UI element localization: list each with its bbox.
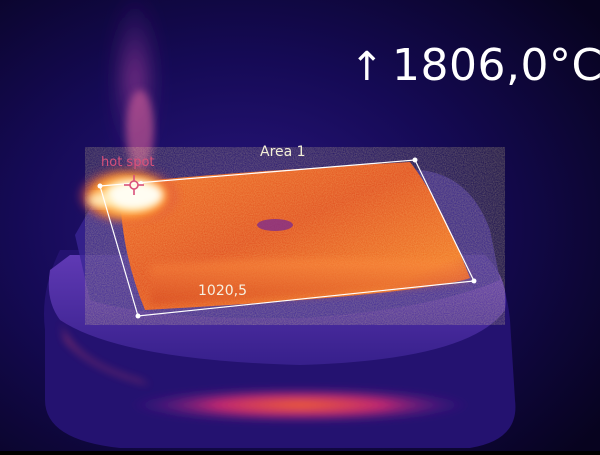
hot-spot-label: hot spot bbox=[101, 155, 155, 171]
bottom-glow bbox=[130, 387, 470, 423]
max-temperature-value: 1806,0°C bbox=[392, 40, 600, 91]
flame-left bbox=[88, 193, 112, 207]
area-1-handle[interactable] bbox=[413, 158, 418, 163]
area-1-handle[interactable] bbox=[98, 184, 103, 189]
cool-spot bbox=[257, 219, 293, 231]
up-arrow-icon: ↑ bbox=[350, 44, 384, 90]
area-1-handle[interactable] bbox=[472, 279, 477, 284]
area-1-value: 1020,5 bbox=[198, 282, 247, 300]
area-1-label: Area 1 bbox=[260, 143, 306, 161]
area-1-handle[interactable] bbox=[136, 314, 141, 319]
max-temperature-readout: ↑ 1806,0°C bbox=[350, 38, 600, 95]
